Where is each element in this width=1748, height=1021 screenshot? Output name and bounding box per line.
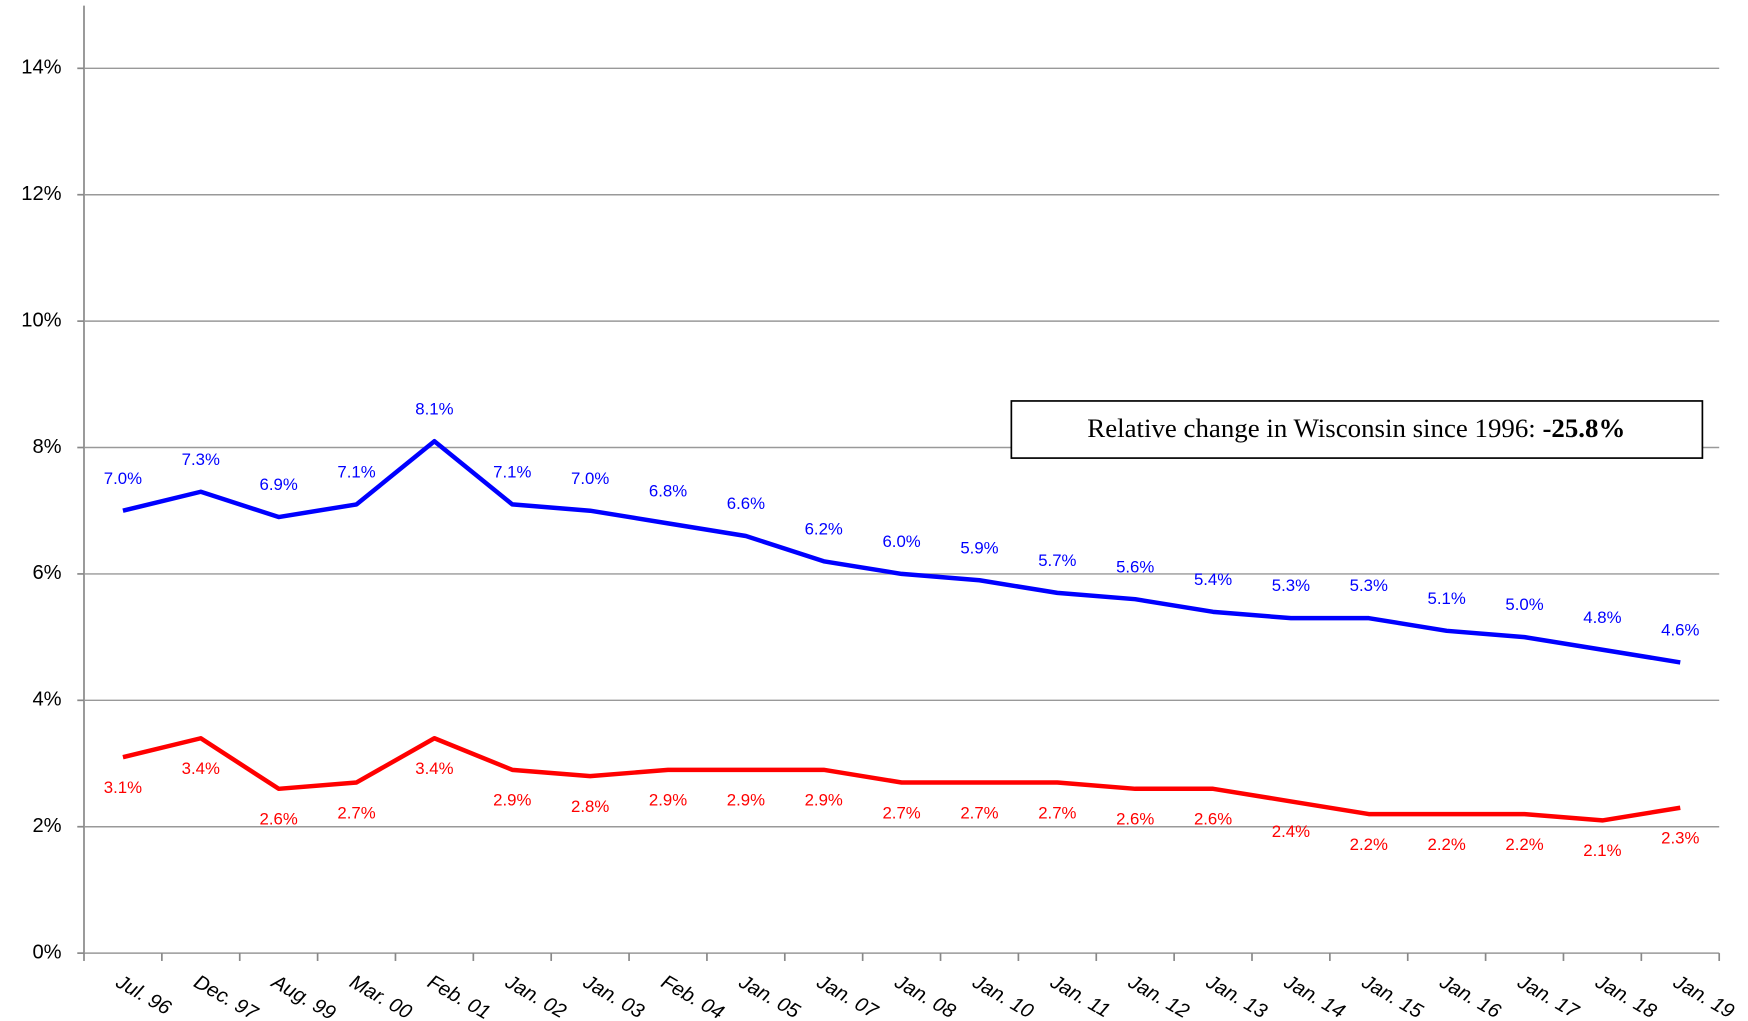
y-tick-label: 14%: [21, 57, 61, 79]
data-label: 5.9%: [960, 538, 998, 557]
data-label: 2.9%: [727, 791, 765, 810]
data-label: 5.3%: [1272, 576, 1310, 595]
data-label: 5.1%: [1428, 589, 1466, 608]
x-tick-label: Feb. 01: [424, 971, 494, 1021]
x-tick-label: Jan. 19: [1669, 971, 1738, 1021]
y-tick-label: 10%: [21, 309, 61, 331]
data-label: 2.2%: [1428, 835, 1466, 854]
annotation-box: [1010, 400, 1704, 459]
data-label: 5.4%: [1194, 570, 1232, 589]
y-tick-label: 8%: [32, 436, 61, 458]
data-label: 7.0%: [104, 469, 142, 488]
x-tick-label: Jan. 10: [968, 971, 1038, 1021]
x-tick-label: Jan. 13: [1201, 971, 1271, 1021]
data-label: 6.6%: [727, 494, 765, 513]
data-label: 3.4%: [182, 759, 220, 778]
series-line: [122, 438, 1681, 665]
data-label: 2.2%: [1505, 835, 1543, 854]
data-label: 7.0%: [571, 469, 609, 488]
data-label: 4.8%: [1583, 608, 1621, 627]
data-label: 7.1%: [337, 462, 375, 481]
data-label: 2.4%: [1272, 822, 1310, 841]
x-tick-label: Jan. 11: [1046, 971, 1114, 1021]
annotation-value: -25.8%: [1542, 413, 1625, 443]
y-tick-label: 2%: [32, 815, 61, 837]
series-line: [122, 736, 1681, 823]
data-label: 2.8%: [571, 797, 609, 816]
data-label: 4.6%: [1661, 620, 1699, 639]
data-label: 2.9%: [649, 791, 687, 810]
data-label: 3.4%: [415, 759, 453, 778]
x-tick-label: Jan. 12: [1124, 971, 1193, 1021]
data-label: 2.6%: [260, 810, 298, 829]
data-label: 2.1%: [1583, 841, 1621, 860]
x-tick-label: Jan. 05: [734, 971, 804, 1021]
annotation: Relative change in Wisconsin since 1996:…: [1087, 413, 1625, 443]
x-tick-label: Mar. 00: [346, 971, 416, 1021]
data-label: 8.1%: [415, 399, 453, 418]
x-tick-label: Feb. 04: [657, 971, 727, 1021]
data-label: 6.2%: [805, 519, 843, 538]
data-label: 5.3%: [1350, 576, 1388, 595]
data-label: 3.1%: [104, 778, 142, 797]
x-tick-label: Dec. 97: [190, 971, 262, 1021]
data-label: 6.8%: [649, 481, 687, 500]
data-label: 2.9%: [493, 791, 531, 810]
x-tick-label: Jan. 15: [1357, 971, 1427, 1021]
plot-area: 0% 2% 4% 6% 8% 10% 12% 14% Jul. 96 Dec. 97 Aug. 99…: [21, 5, 1738, 1021]
data-label: 5.0%: [1505, 595, 1543, 614]
data-label: 5.6%: [1116, 557, 1154, 576]
x-tick-label: Jul. 96: [111, 971, 175, 1021]
data-label: 2.7%: [337, 803, 375, 822]
x-tick-label: Jan. 02: [501, 971, 570, 1021]
data-label: 2.7%: [1038, 803, 1076, 822]
x-tick-label: Jan. 16: [1435, 971, 1505, 1021]
data-label: 2.3%: [1661, 829, 1699, 848]
data-label: 7.1%: [493, 462, 531, 481]
data-label: 7.3%: [182, 450, 220, 469]
x-tick-label: Jan. 08: [890, 971, 960, 1021]
data-label: 2.9%: [805, 791, 843, 810]
data-label: 2.7%: [960, 803, 998, 822]
y-tick-label: 12%: [21, 183, 61, 205]
y-tick-label: 6%: [32, 562, 61, 584]
annotation-text: Relative change in Wisconsin since 1996:: [1087, 413, 1542, 443]
data-label: 2.6%: [1194, 810, 1232, 829]
data-label: 6.0%: [882, 532, 920, 551]
x-tick-label: Aug. 99: [267, 971, 339, 1021]
data-label: 5.7%: [1038, 551, 1076, 570]
x-tick-label: Jan. 17: [1513, 971, 1583, 1021]
x-tick-label: Jan. 18: [1591, 971, 1661, 1021]
x-tick-label: Jan. 03: [579, 971, 649, 1021]
y-tick-label: 0%: [32, 941, 61, 963]
x-tick-label: Jan. 14: [1279, 971, 1348, 1021]
data-label: 2.7%: [882, 803, 920, 822]
data-label: 2.2%: [1350, 835, 1388, 854]
y-tick-label: 4%: [32, 689, 61, 711]
x-tick-label: Jan. 07: [812, 971, 882, 1021]
data-label: 6.9%: [260, 475, 298, 494]
data-label: 2.6%: [1116, 810, 1154, 829]
